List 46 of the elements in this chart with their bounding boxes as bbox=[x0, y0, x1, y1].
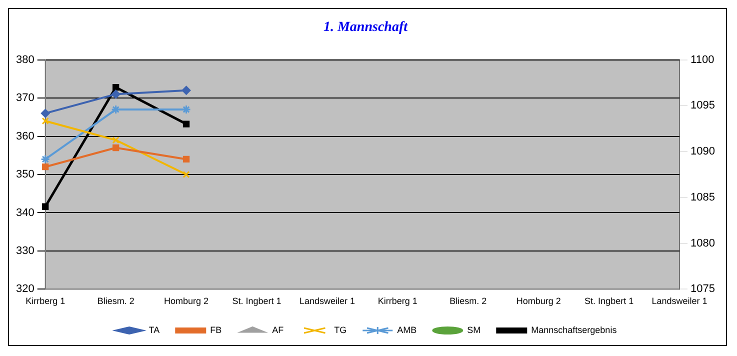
y2-tick-label: 1075 bbox=[690, 283, 716, 296]
y-tick-label: 330 bbox=[16, 245, 34, 257]
y-tick-label: 320 bbox=[16, 283, 34, 296]
point bbox=[40, 154, 50, 164]
y-tick-label: 380 bbox=[16, 54, 34, 66]
legend-label: AF bbox=[272, 324, 284, 335]
point bbox=[182, 86, 191, 95]
y2-tick-label: 1085 bbox=[690, 191, 716, 204]
x-tick-label: Kirrberg 1 bbox=[26, 296, 66, 306]
x-tick-label: St. Ingbert 1 bbox=[584, 296, 634, 306]
x-tick-label: Kirrberg 1 bbox=[378, 296, 418, 306]
x-tick-label: Landsweiler 1 bbox=[299, 296, 355, 306]
x-tick-label: Homburg 2 bbox=[516, 296, 561, 306]
legend-label: FB bbox=[210, 324, 222, 335]
point bbox=[40, 108, 50, 118]
point bbox=[112, 144, 120, 152]
x-tick-label: St. Ingbert 1 bbox=[232, 296, 282, 306]
y-tick-label: 370 bbox=[16, 92, 34, 104]
y-tick-label: 360 bbox=[16, 130, 34, 142]
y2-tick-label: 1080 bbox=[690, 237, 716, 250]
x-tick-label: Bliesm. 2 bbox=[450, 296, 487, 306]
point bbox=[42, 164, 49, 170]
y-tick-label: 350 bbox=[16, 168, 34, 181]
y2-tick-label: 1095 bbox=[690, 100, 716, 112]
y2-tick-label: 1100 bbox=[690, 54, 714, 66]
point bbox=[111, 104, 121, 114]
chart-title: 1. Mannschaft bbox=[323, 20, 409, 36]
point bbox=[182, 120, 190, 128]
x-tick-label: Landsweiler 1 bbox=[652, 296, 708, 306]
point bbox=[42, 203, 49, 210]
point bbox=[42, 117, 49, 125]
point bbox=[112, 136, 120, 144]
legend-label: TA bbox=[148, 324, 160, 335]
point bbox=[182, 170, 190, 178]
x-tick-label: Homburg 2 bbox=[164, 296, 209, 306]
point bbox=[112, 84, 120, 91]
point bbox=[111, 90, 120, 99]
legend-label: Mannschaftsergebnis bbox=[531, 324, 618, 335]
legend-label: SM bbox=[467, 324, 481, 335]
x-tick-label: Bliesm. 2 bbox=[97, 296, 134, 306]
legend-label: TG bbox=[334, 324, 347, 335]
y2-tick-label: 1090 bbox=[690, 146, 716, 158]
point bbox=[182, 104, 192, 114]
legend-label: AMB bbox=[397, 324, 417, 335]
point bbox=[182, 156, 190, 163]
y-tick-label: 340 bbox=[16, 206, 34, 219]
